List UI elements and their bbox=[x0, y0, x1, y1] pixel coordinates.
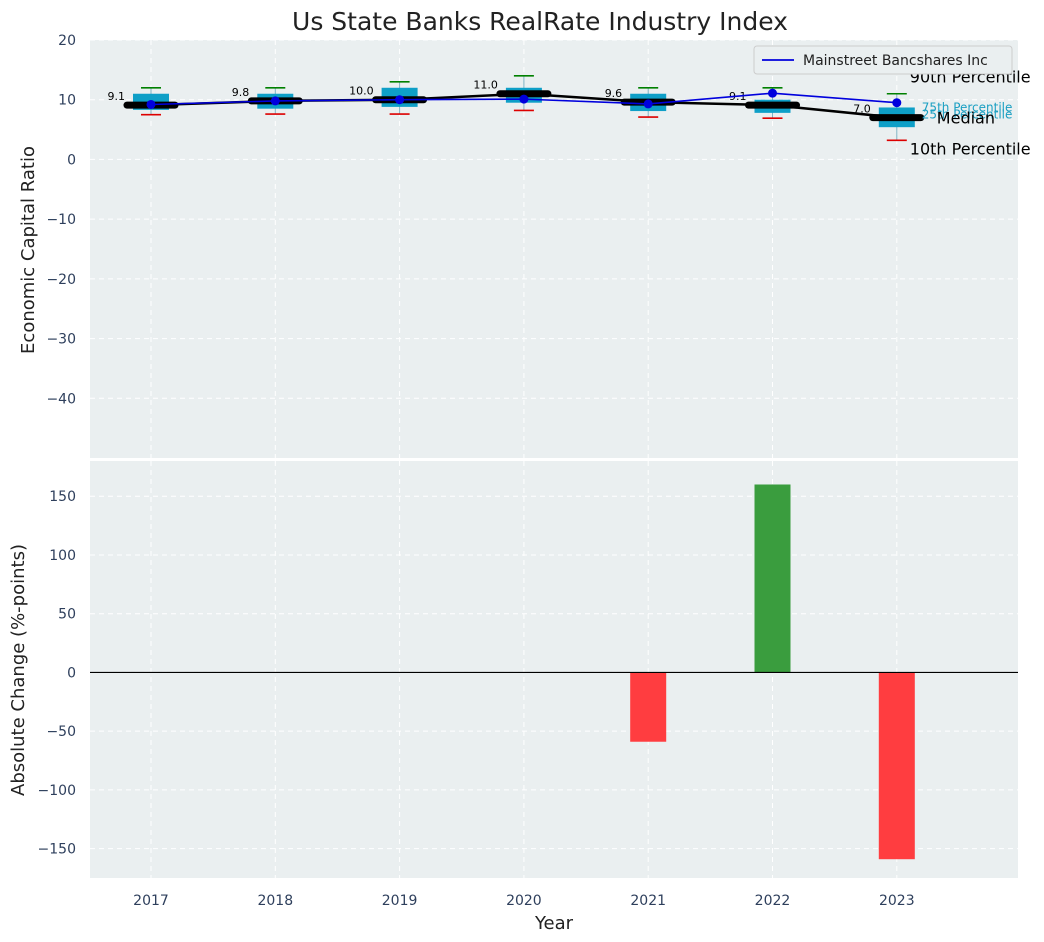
x-tick-label: 2023 bbox=[879, 893, 915, 909]
annotation-median: Median bbox=[937, 109, 995, 128]
x-tick-label: 2020 bbox=[506, 893, 542, 909]
change-bar-2021 bbox=[630, 672, 667, 742]
top-y-axis-label: Economic Capital Ratio bbox=[18, 146, 39, 354]
bottom-y-axis-label: Absolute Change (%-points) bbox=[8, 544, 29, 796]
x-axis-label: Year bbox=[534, 913, 574, 934]
bottom-y-tick-label: −50 bbox=[46, 724, 76, 740]
median-value-label: 9.6 bbox=[605, 87, 623, 100]
company-point-2022 bbox=[768, 88, 777, 98]
change-bar-2023 bbox=[878, 672, 915, 860]
x-tick-label: 2017 bbox=[133, 893, 169, 909]
median-value-label: 11.0 bbox=[473, 79, 498, 92]
company-point-2023 bbox=[892, 98, 902, 108]
bottom-y-tick-label: 150 bbox=[49, 489, 76, 505]
median-value-label: 10.0 bbox=[349, 85, 374, 98]
company-point-2019 bbox=[395, 95, 405, 105]
top-y-tick-label: −10 bbox=[46, 212, 76, 228]
median-value-label: 7.0 bbox=[853, 103, 871, 116]
legend: Mainstreet Bancshares Inc bbox=[753, 45, 1013, 75]
change-bar-2022 bbox=[754, 484, 791, 673]
x-tick-label: 2021 bbox=[630, 893, 666, 909]
top-y-tick-label: 10 bbox=[58, 93, 76, 109]
x-tick-label: 2018 bbox=[257, 893, 293, 909]
bottom-plot-background bbox=[90, 461, 1018, 878]
bottom-y-tick-label: −150 bbox=[38, 842, 76, 858]
annotation-75th: 75th Percentile bbox=[922, 100, 1013, 114]
top-y-tick-label: −30 bbox=[46, 332, 76, 348]
top-plot-background bbox=[90, 40, 1018, 458]
x-tick-label: 2022 bbox=[755, 893, 791, 909]
median-value-label: 9.1 bbox=[108, 90, 126, 103]
bottom-y-tick-label: 0 bbox=[67, 665, 76, 681]
x-tick-label: 2019 bbox=[382, 893, 418, 909]
company-point-2020 bbox=[519, 94, 529, 104]
bottom-panel: 150 100 50 0 −50 −100 −150 2017 2018 2019 2020 2021… bbox=[38, 461, 1018, 909]
legend-entry: Mainstreet Bancshares Inc bbox=[803, 53, 988, 69]
legend-box bbox=[753, 45, 1013, 75]
bottom-y-tick-label: 100 bbox=[49, 548, 76, 564]
annotation-25th: 25th Percentile bbox=[922, 107, 1013, 121]
company-point-2017 bbox=[146, 99, 156, 109]
company-point-2021 bbox=[643, 99, 653, 109]
annotation-10th: 10th Percentile bbox=[910, 139, 1031, 158]
bottom-y-tick-label: −100 bbox=[38, 783, 76, 799]
top-y-tick-label: −20 bbox=[46, 272, 76, 288]
chart-title: Us State Banks RealRate Industry Index bbox=[292, 7, 788, 36]
top-y-tick-label: 0 bbox=[67, 152, 76, 168]
bottom-y-tick-label: 50 bbox=[58, 607, 76, 623]
top-y-tick-label: −40 bbox=[46, 391, 76, 407]
median-value-label: 9.8 bbox=[232, 86, 250, 99]
company-point-2018 bbox=[270, 96, 280, 106]
top-y-tick-label: 20 bbox=[58, 33, 76, 49]
